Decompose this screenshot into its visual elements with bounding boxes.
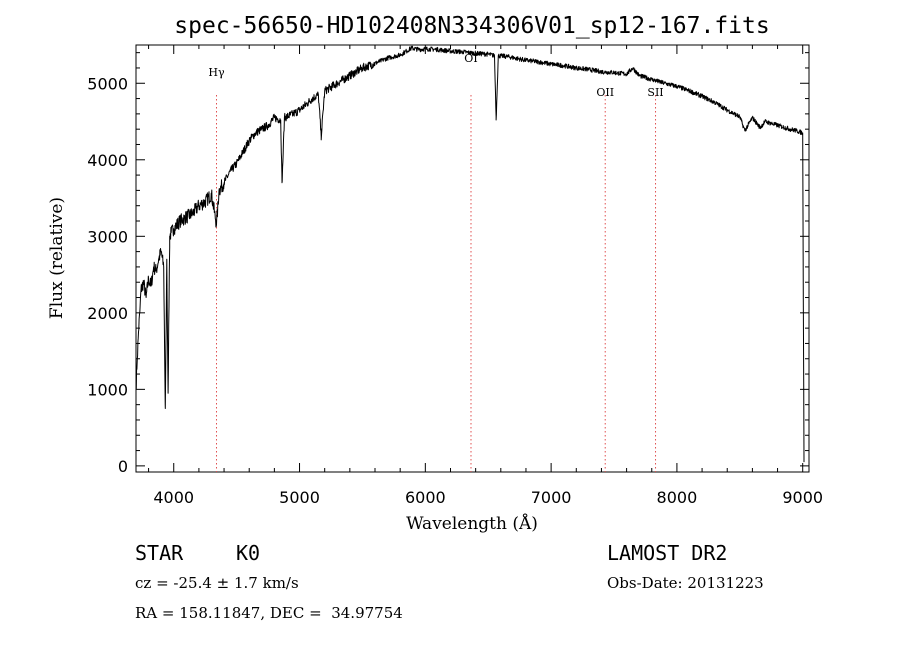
y-tick-label: 3000: [87, 227, 128, 246]
spectrum-series-line: [135, 45, 805, 463]
object-subclass: K0: [236, 541, 261, 565]
y-tick-label: 4000: [87, 151, 128, 170]
x-tick-label: 4000: [153, 488, 194, 507]
observation-date: Obs-Date: 20131223: [607, 574, 764, 592]
x-axis-label: Wavelength (Å): [406, 513, 538, 534]
annotation-label: Hγ: [208, 66, 225, 79]
axis-ticks: 4000 5000 6000 7000 8000 9000 0 1000 2000 3000 400…: [87, 45, 823, 507]
redshift-cz: cz = -25.4 ± 1.7 km/s: [135, 574, 299, 592]
spectrum-chart: spec-56650-HD102408N334306V01_sp12-167.f…: [47, 13, 823, 534]
x-tick-label: 6000: [405, 488, 446, 507]
y-axis-label: Flux (relative): [47, 197, 67, 319]
y-tick-label: 0: [118, 457, 128, 476]
survey-name: LAMOST DR2: [607, 541, 728, 565]
y-tick-label: 5000: [87, 74, 128, 93]
x-tick-label: 8000: [657, 488, 698, 507]
y-tick-label: 2000: [87, 304, 128, 323]
annotation-label: SII: [647, 86, 663, 99]
chart-title: spec-56650-HD102408N334306V01_sp12-167.f…: [174, 13, 769, 39]
x-tick-label: 9000: [782, 488, 823, 507]
x-tick-label: 5000: [279, 488, 320, 507]
plot-frame: [135, 44, 810, 473]
coordinates: RA = 158.11847, DEC = 34.97754: [135, 604, 403, 622]
y-tick-label: 1000: [87, 380, 128, 399]
x-tick-label: 7000: [531, 488, 572, 507]
object-class: STAR: [135, 541, 184, 565]
annotation-label: OII: [596, 86, 614, 99]
